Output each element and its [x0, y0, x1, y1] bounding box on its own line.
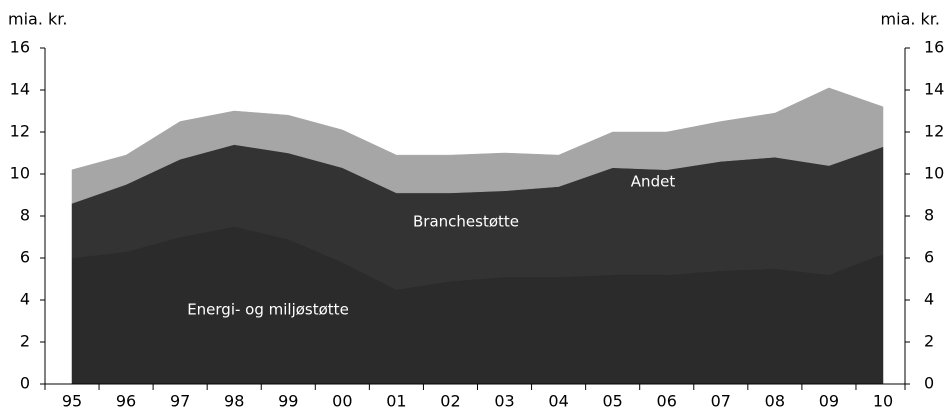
y-tick-label: 4 [20, 290, 30, 309]
x-tick-label: 10 [873, 392, 893, 411]
y-tick-label: 16 [10, 38, 30, 57]
y2-tick-label: 2 [924, 332, 934, 351]
x-tick-label: 09 [819, 392, 839, 411]
x-tick-label: 03 [494, 392, 514, 411]
y-tick-label: 0 [20, 374, 30, 393]
y-tick-label: 10 [10, 164, 30, 183]
y2-tick-label: 16 [924, 38, 944, 57]
series-label: Andet [631, 173, 676, 191]
x-tick-label: 06 [657, 392, 677, 411]
y2-axis-unit: mia. kr. [881, 10, 940, 29]
series-label: Energi- og miljøstøtte [187, 301, 349, 319]
x-tick-label: 99 [278, 392, 298, 411]
x-tick-label: 97 [170, 392, 190, 411]
x-tick-label: 98 [224, 392, 244, 411]
x-tick-label: 08 [765, 392, 785, 411]
y2-tick-label: 10 [924, 164, 944, 183]
y-tick-label: 2 [20, 332, 30, 351]
y-tick-label: 6 [20, 248, 30, 267]
y-tick-label: 8 [20, 206, 30, 225]
y2-tick-label: 8 [924, 206, 934, 225]
x-tick-label: 02 [440, 392, 460, 411]
y2-tick-label: 14 [924, 80, 944, 99]
x-tick-label: 01 [386, 392, 406, 411]
series-label: Branchestøtte [413, 213, 519, 231]
x-tick-label: 05 [602, 392, 622, 411]
y2-tick-label: 6 [924, 248, 934, 267]
area [71, 87, 884, 204]
x-tick-label: 00 [332, 392, 352, 411]
x-tick-label: 96 [116, 392, 136, 411]
x-tick-label: 95 [62, 392, 82, 411]
y-tick-label: 14 [10, 80, 30, 99]
y2-tick-label: 12 [924, 122, 944, 141]
y2-tick-label: 4 [924, 290, 934, 309]
y2-tick-label: 0 [924, 374, 934, 393]
x-tick-label: 07 [711, 392, 731, 411]
y-axis-unit: mia. kr. [8, 10, 67, 29]
y-tick-label: 12 [10, 122, 30, 141]
x-tick-label: 04 [548, 392, 568, 411]
